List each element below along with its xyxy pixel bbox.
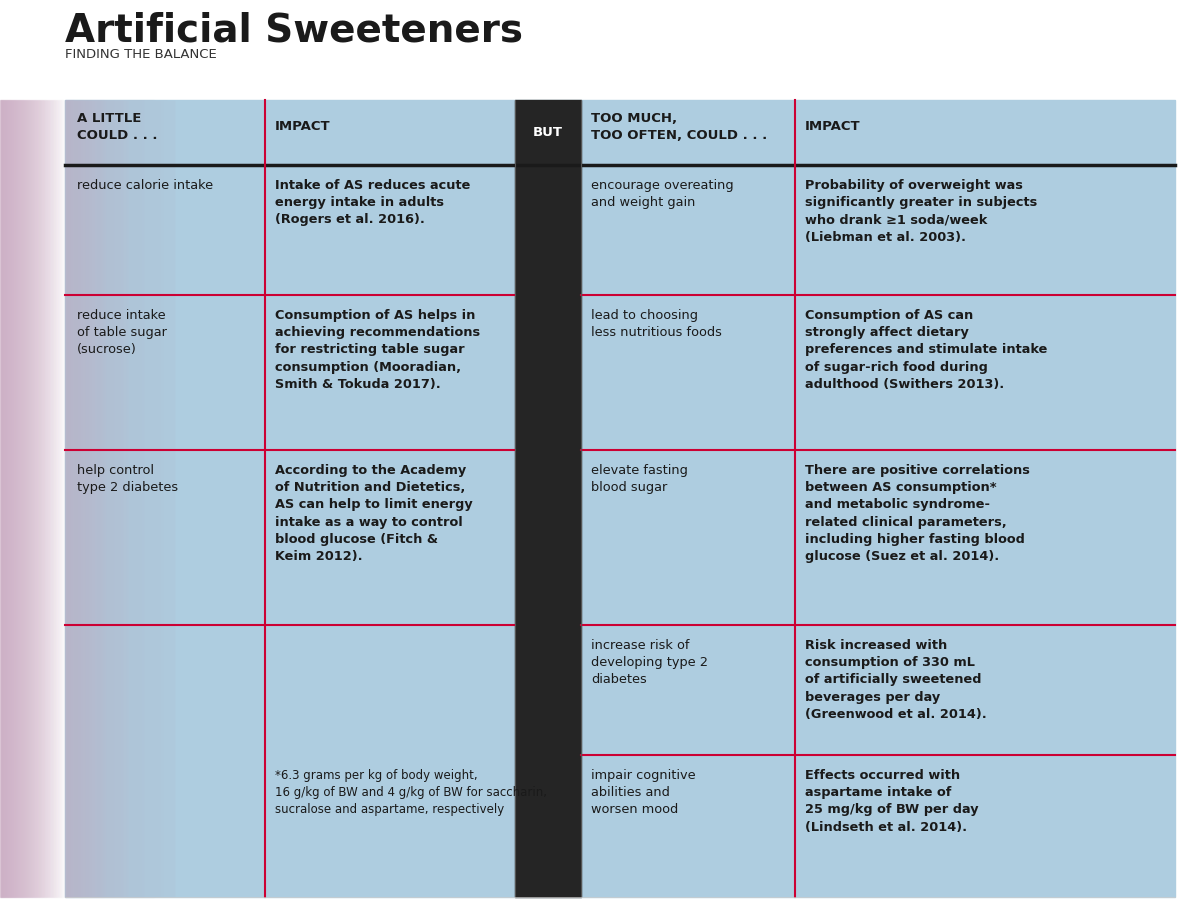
- Text: Probability of overweight was
significantly greater in subjects
who drank ≥1 sod: Probability of overweight was significan…: [805, 179, 1037, 244]
- Text: BUT: BUT: [533, 126, 563, 139]
- Text: lead to choosing
less nutritious foods: lead to choosing less nutritious foods: [592, 309, 722, 339]
- Text: impair cognitive
abilities and
worsen mood: impair cognitive abilities and worsen mo…: [592, 769, 696, 816]
- Bar: [65, 100, 1175, 897]
- Text: encourage overeating
and weight gain: encourage overeating and weight gain: [592, 179, 733, 209]
- Text: According to the Academy
of Nutrition and Dietetics,
AS can help to limit energy: According to the Academy of Nutrition an…: [275, 464, 473, 563]
- Text: increase risk of
developing type 2
diabetes: increase risk of developing type 2 diabe…: [592, 639, 708, 686]
- Text: *6.3 grams per kg of body weight,
16 g/kg of BW and 4 g/kg of BW for saccharin,
: *6.3 grams per kg of body weight, 16 g/k…: [275, 769, 547, 816]
- Text: There are positive correlations
between AS consumption*
and metabolic syndrome-
: There are positive correlations between …: [805, 464, 1030, 563]
- Text: reduce calorie intake: reduce calorie intake: [77, 179, 214, 192]
- Text: Consumption of AS can
strongly affect dietary
preferences and stimulate intake
o: Consumption of AS can strongly affect di…: [805, 309, 1048, 391]
- Bar: [0, 0, 1200, 100]
- Text: IMPACT: IMPACT: [275, 120, 331, 133]
- Text: Artificial Sweeteners: Artificial Sweeteners: [65, 12, 523, 50]
- Text: reduce intake
of table sugar
(sucrose): reduce intake of table sugar (sucrose): [77, 309, 167, 356]
- Bar: [0, 100, 1200, 902]
- Text: Consumption of AS helps in
achieving recommendations
for restricting table sugar: Consumption of AS helps in achieving rec…: [275, 309, 480, 391]
- Text: TOO MUCH,
TOO OFTEN, COULD . . .: TOO MUCH, TOO OFTEN, COULD . . .: [592, 112, 767, 143]
- Text: Risk increased with
consumption of 330 mL
of artificially sweetened
beverages pe: Risk increased with consumption of 330 m…: [805, 639, 986, 721]
- Text: elevate fasting
blood sugar: elevate fasting blood sugar: [592, 464, 688, 494]
- Text: help control
type 2 diabetes: help control type 2 diabetes: [77, 464, 178, 494]
- Text: FINDING THE BALANCE: FINDING THE BALANCE: [65, 48, 217, 61]
- Text: Intake of AS reduces acute
energy intake in adults
(Rogers et al. 2016).: Intake of AS reduces acute energy intake…: [275, 179, 470, 226]
- Text: A LITTLE
COULD . . .: A LITTLE COULD . . .: [77, 112, 157, 143]
- Text: IMPACT: IMPACT: [805, 120, 860, 133]
- Text: Effects occurred with
aspartame intake of
25 mg/kg of BW per day
(Lindseth et al: Effects occurred with aspartame intake o…: [805, 769, 979, 833]
- Bar: [515, 100, 581, 897]
